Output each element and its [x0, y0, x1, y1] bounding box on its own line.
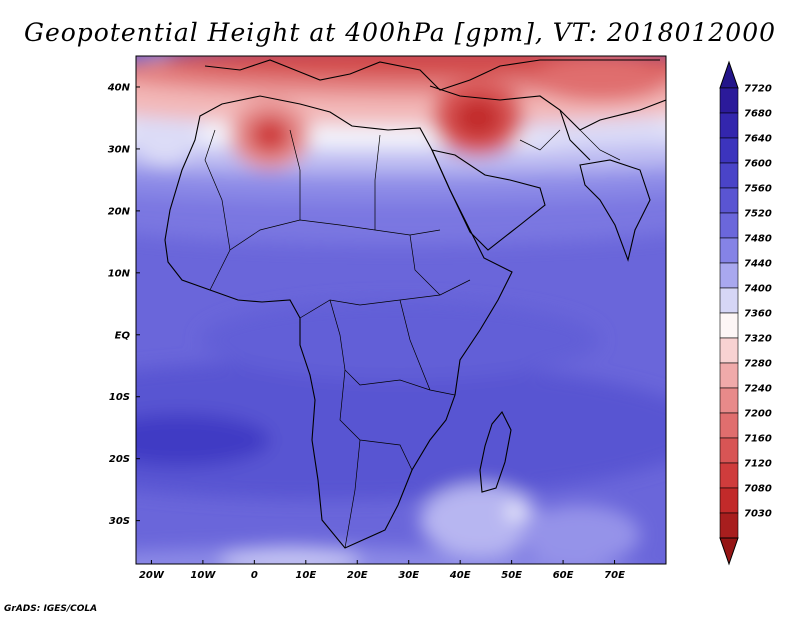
lat-label-10s: 10S	[109, 392, 130, 403]
colorbar-label: 7680	[744, 109, 772, 120]
latitude-labels: 40N 30N 20N 10N EQ 10S 20S 30S	[107, 82, 131, 527]
colorbar-label: 7160	[744, 434, 772, 445]
lat-label-20n: 20N	[108, 206, 131, 217]
lon-label-50e: 50E	[501, 570, 522, 581]
colorbar-swatch	[719, 237, 739, 264]
colorbar-swatch	[719, 412, 739, 439]
height-field	[136, 56, 666, 564]
colorbar-swatch	[719, 112, 739, 139]
colorbar-bottom-arrow	[719, 537, 739, 566]
colorbar-swatch	[719, 312, 739, 339]
lon-label-10e: 10E	[295, 570, 316, 581]
colorbar-swatch	[719, 287, 739, 314]
colorbar-label: 7520	[744, 209, 772, 220]
colorbar-swatch	[719, 362, 739, 389]
latitude-ticks	[136, 86, 140, 522]
map-frame	[135, 55, 667, 565]
map-title: Geopotential Height at 400hPa [gpm], VT:…	[23, 18, 777, 47]
lat-label-30n: 30N	[108, 144, 131, 155]
colorbar-swatch	[719, 162, 739, 189]
colorbar-label: 7080	[744, 484, 772, 495]
colorbar-swatch	[719, 512, 739, 539]
lat-label-40n: 40N	[107, 82, 131, 93]
colorbar-label: 7400	[744, 284, 772, 295]
lat-label-10n: 10N	[108, 268, 131, 279]
lon-label-60e: 60E	[553, 570, 574, 581]
lon-label-70e: 70E	[604, 570, 625, 581]
lon-label-20e: 20E	[347, 570, 368, 581]
colorbar-label: 7240	[744, 384, 772, 395]
longitude-labels: 20W 10W 0 10E 20E 30E 40E 50E 60E 70E	[139, 570, 625, 581]
country-borders	[204, 129, 621, 549]
colorbar-label: 7600	[744, 159, 772, 170]
lon-label-30e: 30E	[398, 570, 419, 581]
colorbar-swatch	[719, 87, 739, 114]
colorbar-label: 7440	[744, 259, 772, 270]
coastlines	[164, 59, 666, 549]
colorbar-label: 7030	[744, 509, 772, 520]
colorbar-label: 7120	[744, 459, 772, 470]
colorbar-label: 7320	[744, 334, 772, 345]
colorbar-swatch	[719, 387, 739, 414]
lat-label-eq: EQ	[115, 330, 131, 341]
colorbar-label: 7280	[744, 359, 772, 370]
lat-label-20s: 20S	[109, 454, 130, 465]
colorbar-swatch	[719, 137, 739, 164]
colorbar-swatch	[719, 337, 739, 364]
lon-label-0: 0	[251, 570, 258, 581]
colorbar-swatch	[719, 487, 739, 514]
colorbar-label: 7640	[744, 134, 772, 145]
colorbar-label: 7720	[744, 84, 772, 95]
colorbar-swatch	[719, 262, 739, 289]
lon-label-10w: 10W	[190, 570, 216, 581]
colorbar-swatch	[719, 212, 739, 239]
colorbar-swatch	[719, 187, 739, 214]
longitude-ticks	[150, 560, 616, 564]
colorbar-label: 7480	[744, 234, 772, 245]
colorbar: 7720 7680 7640 7600 7560 7520 7480 7440 7400 7360…	[719, 60, 772, 566]
colorbar-label: 7360	[744, 309, 772, 320]
credit-text: GrADS: IGES/COLA	[4, 604, 98, 614]
lon-label-40e: 40E	[449, 570, 471, 581]
lat-label-30s: 30S	[109, 516, 130, 527]
colorbar-label: 7560	[744, 184, 772, 195]
colorbar-label: 7200	[744, 409, 772, 420]
colorbar-top-arrow	[719, 60, 739, 89]
colorbar-swatch	[719, 462, 739, 489]
lon-label-20w: 20W	[139, 570, 165, 581]
colorbar-swatch	[719, 437, 739, 464]
